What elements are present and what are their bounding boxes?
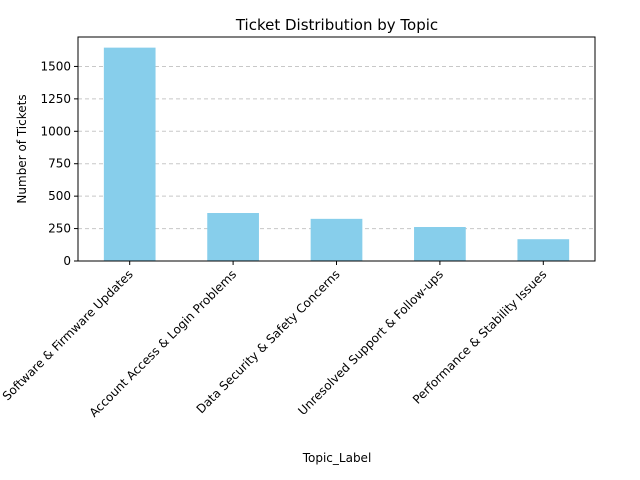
bar	[103, 47, 156, 261]
y-axis: 0 250 500 750 1000 1250 1500	[40, 59, 78, 268]
grid-lines	[78, 65, 595, 230]
bars	[103, 47, 570, 261]
y-tick-label: 750	[48, 157, 71, 171]
bar	[414, 227, 466, 261]
y-tick-label: 0	[63, 254, 71, 268]
y-tick-label: 1500	[40, 59, 71, 73]
bar	[310, 218, 363, 261]
bar	[207, 213, 259, 261]
y-tick-label: 1000	[40, 124, 71, 138]
y-tick-label: 500	[48, 189, 71, 203]
bar	[517, 239, 570, 261]
y-tick-label: 1250	[40, 92, 71, 106]
chart-title: Ticket Distribution by Topic	[235, 16, 438, 34]
x-axis-label: Topic_Label	[302, 451, 372, 465]
y-axis-label: Number of Tickets	[15, 94, 29, 203]
y-tick-label: 250	[48, 222, 71, 236]
